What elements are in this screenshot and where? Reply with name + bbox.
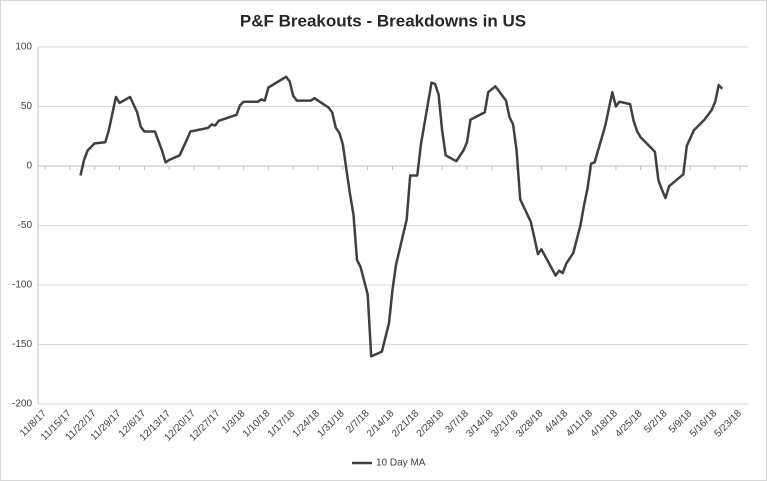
y-tick-label: 50: [21, 101, 33, 112]
y-tick-label: 0: [26, 161, 32, 172]
chart-title: P&F Breakouts - Breakdowns in US: [240, 11, 526, 30]
data-line: [79, 75, 724, 358]
y-tick-label: -200: [12, 399, 32, 410]
y-tick-label: 100: [15, 42, 32, 53]
legend-label: 10 Day MA: [376, 458, 426, 469]
y-tick-label: -150: [12, 339, 32, 350]
y-tick-label: -100: [12, 280, 32, 291]
y-tick-label: -50: [18, 220, 33, 231]
